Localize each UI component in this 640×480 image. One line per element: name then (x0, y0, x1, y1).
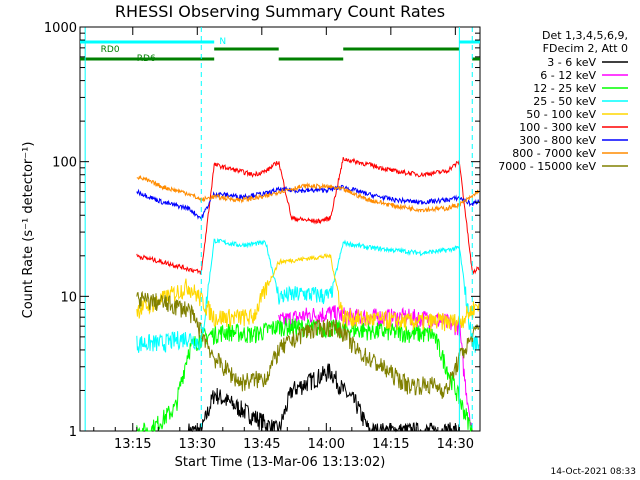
series-line-4 (136, 253, 480, 333)
x-tick-label-4: 14:15 (372, 437, 409, 452)
y-axis-label: Count Rate (s⁻¹ detector⁻¹) (21, 142, 36, 319)
flag-label-1: RD0 (101, 45, 120, 55)
series-layer (136, 157, 480, 433)
x-tick-label-0: 13:15 (114, 437, 151, 452)
legend-label-1: 6 - 12 keV (540, 69, 596, 82)
flag-label-2: RD6 (137, 54, 156, 64)
series-line-7 (136, 175, 480, 213)
x-tick-label-5: 14:30 (437, 437, 474, 452)
legend-label-7: 800 - 7000 keV (512, 147, 596, 160)
legend-label-2: 12 - 25 keV (533, 82, 596, 95)
plot-area (79, 26, 481, 432)
series-line-8 (136, 290, 480, 399)
legend-label-4: 50 - 100 keV (526, 108, 596, 121)
y-tick-label-1: 10 (60, 290, 77, 305)
plot-frame (79, 26, 481, 432)
legend-header-1: FDecim 2, Att 0 (543, 42, 628, 55)
axes-layer: 13:15 13:30 13:45 14:00 14:15 14:30 1 10 100 1000 (44, 21, 480, 452)
chart-title: RHESSI Observing Summary Count Rates (115, 2, 445, 21)
legend-label-8: 7000 - 15000 keV (498, 160, 596, 173)
x-tick-label-1: 13:30 (179, 437, 216, 452)
series-line-5 (136, 157, 480, 275)
series-line-1 (278, 305, 473, 427)
y-tick-label-3: 1000 (44, 21, 77, 36)
x-tick-label-3: 14:00 (308, 437, 345, 452)
legend: Det 1,3,4,5,6,9,FDecim 2, Att 03 - 6 keV… (498, 29, 628, 173)
series-line-6 (136, 184, 480, 221)
legend-header-0: Det 1,3,4,5,6,9, (542, 29, 628, 42)
series-line-3 (136, 237, 480, 353)
legend-label-6: 300 - 800 keV (519, 134, 596, 147)
x-axis-label: Start Time (13-Mar-06 13:13:02) (175, 455, 386, 470)
flag-label-0: N (219, 37, 226, 47)
legend-label-0: 3 - 6 keV (547, 56, 596, 69)
y-tick-label-2: 100 (52, 156, 77, 171)
series-line-0 (187, 363, 460, 433)
y-tick-label-0: 1 (69, 425, 77, 440)
legend-label-3: 25 - 50 keV (533, 95, 596, 108)
series-line-2 (136, 317, 473, 432)
overlay-layer: N RD0 RD6 (80, 27, 480, 431)
x-tick-label-2: 13:45 (243, 437, 280, 452)
legend-label-5: 100 - 300 keV (519, 121, 596, 134)
footer-timestamp: 14-Oct-2021 08:33 (551, 467, 636, 477)
